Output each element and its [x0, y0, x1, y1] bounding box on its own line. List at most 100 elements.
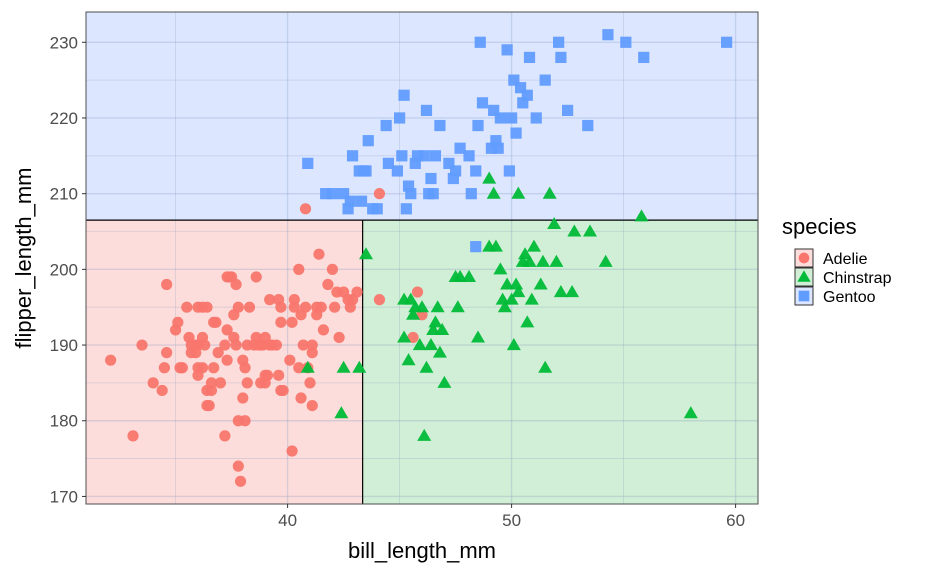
- point-gentoo: [443, 157, 455, 169]
- point-gentoo: [380, 119, 392, 132]
- point-adelie: [293, 362, 305, 374]
- point-chinstrap: [565, 285, 580, 298]
- point-adelie: [315, 301, 327, 313]
- point-chinstrap: [497, 300, 512, 313]
- point-chinstrap: [511, 285, 526, 298]
- point-chinstrap: [506, 338, 521, 351]
- point-gentoo: [501, 44, 513, 56]
- point-adelie: [351, 286, 363, 298]
- point-gentoo: [454, 142, 466, 154]
- point-gentoo: [429, 150, 442, 162]
- point-gentoo: [411, 150, 424, 162]
- legend-marker-adelie: [798, 252, 810, 264]
- point-gentoo: [342, 203, 354, 215]
- point-adelie: [373, 188, 386, 200]
- x-axis-ticks: 40 50 60: [278, 504, 745, 530]
- point-gentoo: [492, 142, 504, 154]
- point-gentoo: [302, 157, 314, 169]
- point-gentoo: [521, 89, 533, 101]
- point-chinstrap: [486, 186, 501, 199]
- point-gentoo: [425, 172, 437, 185]
- x-axis-title: bill_length_mm: [348, 538, 496, 563]
- point-gentoo: [490, 135, 502, 147]
- point-gentoo: [371, 203, 383, 215]
- point-adelie: [212, 347, 224, 359]
- point-adelie: [286, 316, 298, 328]
- point-chinstrap: [538, 360, 553, 373]
- point-adelie: [243, 301, 256, 313]
- point-gentoo: [506, 112, 518, 124]
- legend-label-adelie: Adelie: [823, 251, 868, 268]
- point-chinstrap: [488, 239, 503, 252]
- y-tick-label: 220: [50, 109, 78, 128]
- point-chinstrap: [567, 224, 582, 237]
- point-adelie: [221, 324, 233, 336]
- point-gentoo: [488, 104, 500, 116]
- point-adelie: [270, 339, 282, 351]
- grid-lines: [86, 12, 758, 504]
- point-chinstrap: [509, 277, 524, 290]
- point-chinstrap: [415, 300, 429, 313]
- point-adelie: [161, 347, 173, 359]
- point-chinstrap: [336, 360, 351, 373]
- point-adelie: [239, 362, 251, 374]
- point-chinstrap: [504, 292, 519, 305]
- point-adelie: [297, 339, 309, 351]
- point-adelie: [373, 294, 386, 306]
- point-adelie: [275, 316, 287, 328]
- point-gentoo: [409, 157, 421, 169]
- x-tick-label: 40: [278, 511, 297, 530]
- point-gentoo: [362, 135, 374, 147]
- legend: species Adelie Chinstrap Gentoo: [782, 214, 892, 306]
- point-chinstrap: [428, 315, 443, 328]
- point-chinstrap: [549, 254, 564, 267]
- point-gentoo: [338, 188, 350, 200]
- point-adelie: [275, 301, 287, 313]
- point-adelie: [232, 460, 244, 472]
- y-tick-label: 180: [50, 412, 78, 431]
- point-chinstrap: [426, 322, 441, 335]
- point-gentoo: [396, 150, 408, 162]
- point-chinstrap: [437, 375, 452, 388]
- point-gentoo: [470, 165, 482, 177]
- point-chinstrap: [406, 307, 421, 320]
- point-chinstrap: [430, 300, 445, 313]
- point-chinstrap: [471, 330, 485, 343]
- point-adelie: [264, 294, 276, 306]
- point-adelie: [329, 301, 341, 313]
- point-chinstrap: [453, 269, 468, 282]
- point-adelie: [304, 377, 316, 389]
- region-chinstrap: [362, 220, 758, 504]
- point-chinstrap: [359, 247, 373, 260]
- point-gentoo: [494, 112, 506, 124]
- point-chinstrap: [518, 247, 533, 260]
- point-adelie: [293, 263, 305, 275]
- point-adelie: [127, 430, 139, 442]
- point-gentoo: [474, 36, 486, 48]
- point-chinstrap: [527, 239, 541, 252]
- point-chinstrap: [522, 254, 537, 267]
- point-gentoo: [530, 112, 542, 124]
- point-gentoo: [434, 119, 446, 132]
- y-tick-label: 190: [50, 336, 78, 355]
- point-adelie: [261, 369, 274, 381]
- point-chinstrap: [634, 209, 649, 222]
- point-gentoo: [450, 165, 462, 177]
- point-chinstrap: [435, 322, 450, 335]
- point-gentoo: [539, 74, 551, 86]
- point-adelie: [250, 271, 262, 283]
- x-tick-label: 50: [502, 511, 521, 530]
- legend-marker-gentoo: [798, 290, 810, 302]
- point-adelie: [161, 278, 173, 291]
- point-gentoo: [602, 29, 614, 41]
- point-adelie: [326, 263, 338, 275]
- point-chinstrap: [524, 292, 539, 305]
- point-adelie: [203, 400, 215, 412]
- point-gentoo: [523, 51, 536, 64]
- point-adelie: [158, 362, 170, 374]
- point-adelie: [299, 301, 312, 313]
- point-chinstrap: [423, 338, 438, 351]
- point-adelie: [176, 362, 188, 374]
- point-gentoo: [382, 157, 394, 169]
